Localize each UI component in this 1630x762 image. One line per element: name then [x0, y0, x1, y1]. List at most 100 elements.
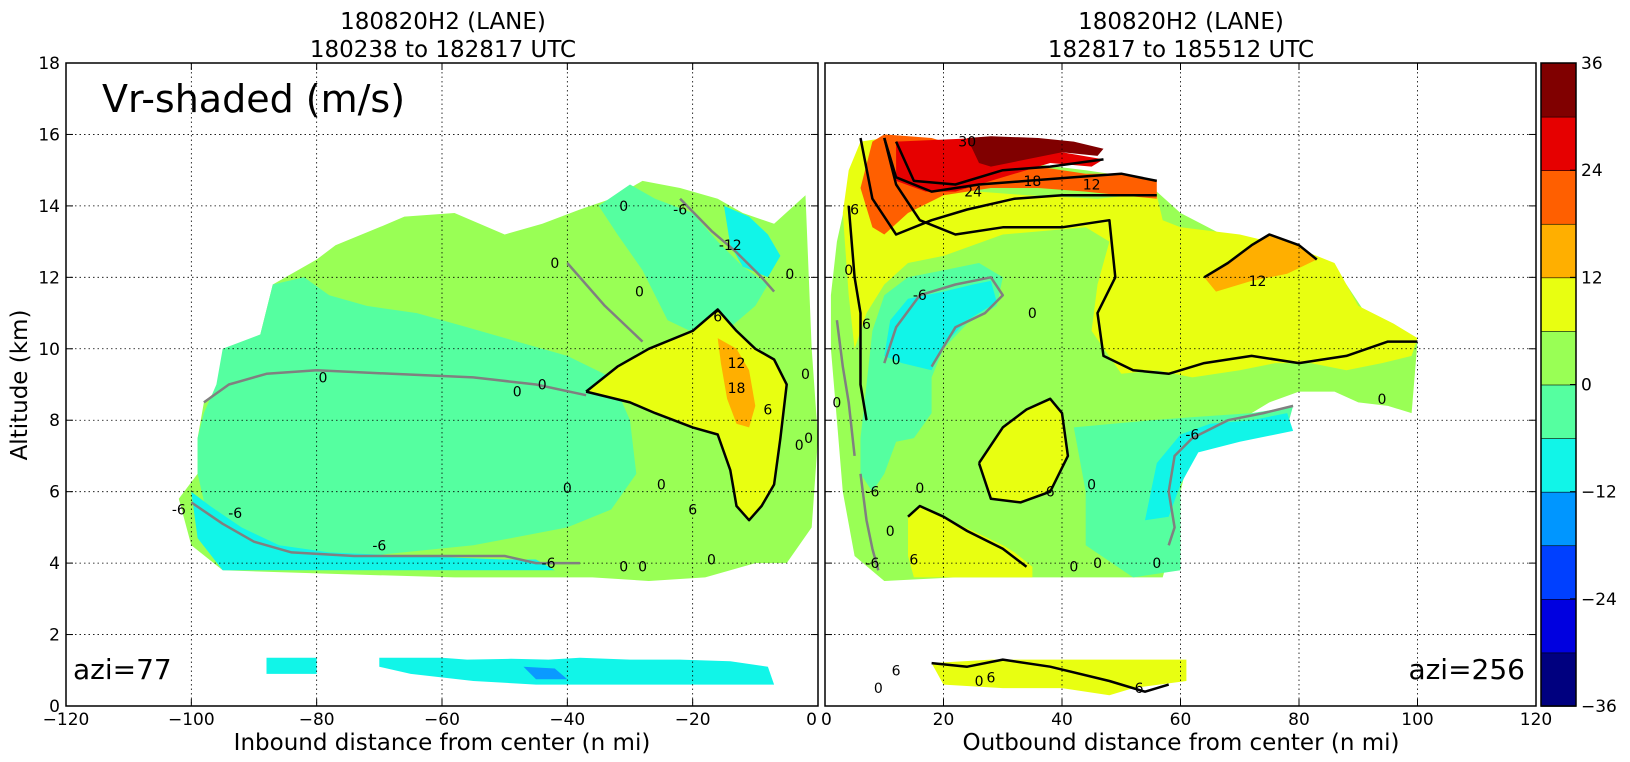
right-contours: [835, 137, 1418, 693]
right-contour-zero-0: [835, 320, 856, 457]
ytick-label-7: 14: [38, 197, 60, 217]
ytick-label-3: 6: [49, 483, 60, 503]
left-contour-label-15: 0: [804, 431, 813, 447]
colorbar-tick-label-6: 36: [1581, 54, 1603, 74]
colorbar-tick-label-1: −24: [1581, 590, 1617, 610]
left-contour-label-4: 0: [635, 285, 644, 301]
left-contour-minus6-0: [190, 501, 580, 565]
left-contour-label-10: 12: [728, 356, 746, 372]
ytick-label-1: 2: [49, 626, 60, 646]
right-xtick-label-1: 20: [933, 710, 955, 730]
ytick-label-8: 16: [38, 125, 60, 145]
right-title-line2: 182817 to 185512 UTC: [1048, 37, 1314, 63]
right-contour-label-28: 6: [1135, 681, 1144, 697]
left-contour-label-14: 0: [795, 438, 804, 454]
left-xtick-label-2: −80: [299, 710, 335, 730]
right-xtick-label-2: 40: [1051, 710, 1073, 730]
colorbar-segment-9: [1540, 169, 1577, 225]
right-region-9: [1204, 234, 1317, 292]
right-region-7: [908, 506, 1033, 578]
right-region-4: [1145, 413, 1294, 521]
left-xtick-label-3: −60: [424, 710, 460, 730]
ytick-label-5: 10: [38, 340, 60, 360]
colorbar-segment-1: [1540, 598, 1577, 654]
right-contour-label-5: 0: [892, 352, 901, 368]
colorbar-segment-3: [1540, 491, 1577, 547]
left-xtick-label-0: −120: [43, 710, 90, 730]
left-contour-label-19: -6: [172, 503, 186, 519]
right-contour-label-16: -6: [865, 485, 879, 501]
left-contour-label-23: 0: [619, 560, 628, 576]
right-grid: [825, 63, 1536, 706]
panel-label: Vr-shaded (m/s): [102, 77, 405, 121]
ytick-label-0: 0: [49, 697, 60, 717]
left-contour-label-25: 0: [707, 553, 716, 569]
right-contour-label-2: 6: [862, 317, 871, 333]
right-contour-label-25: 0: [874, 681, 883, 697]
colorbar: −36 −24 −12 0 12 24 36: [1540, 54, 1617, 717]
colorbar-ticks: −36 −24 −12 0 12 24 36: [1570, 54, 1617, 717]
colorbar-tick-label-5: 24: [1581, 161, 1603, 181]
right-x-axis-label: Outbound distance from center (n mi): [963, 730, 1400, 756]
right-contour-label-26: 0: [975, 674, 984, 690]
ytick-label-6: 12: [38, 268, 60, 288]
right-contour-label-11: 12: [1249, 274, 1267, 290]
right-contour-label-4: -6: [913, 288, 927, 304]
left-xtick-label-5: −20: [675, 710, 711, 730]
right-contour-plus6-0: [847, 205, 868, 421]
right-ticks: 0 20 40 60 80 100 120: [821, 62, 1552, 730]
left-contour-label-24: 0: [638, 560, 647, 576]
left-xtick-label-6: 0: [806, 710, 817, 730]
left-contour-label-3: 0: [550, 256, 559, 272]
left-region-5: [266, 657, 317, 674]
right-xtick-label-5: 100: [1401, 710, 1433, 730]
left-contour-label-2: 0: [538, 378, 547, 394]
right-contour-label-18: 0: [886, 524, 895, 540]
left-contour-minus6-1: [679, 197, 776, 293]
right-contour-plus18-0: [883, 137, 1158, 193]
left-contour-zero-1: [566, 262, 644, 343]
right-contour-label-27: 6: [986, 670, 995, 686]
right-contour-label-20: -6: [865, 556, 879, 572]
right-contour-label-24: 6: [892, 663, 901, 679]
left-region-2: [598, 184, 768, 339]
right-region-8: [931, 659, 1187, 696]
colorbar-segment-0: [1540, 652, 1577, 707]
right-contour-plus6-2: [977, 397, 1070, 504]
right-contour-label-10: 12: [1083, 177, 1101, 193]
left-contour-label-8: 0: [785, 267, 794, 283]
colorbar-segments: [1540, 62, 1577, 707]
left-contour-label-5: 0: [619, 199, 628, 215]
right-contour-label-22: 0: [1093, 556, 1102, 572]
left-contours: [190, 197, 788, 565]
left-title-line2: 180238 to 182817 UTC: [310, 37, 576, 63]
right-xtick-label-4: 80: [1288, 710, 1310, 730]
colorbar-segment-11: [1540, 62, 1577, 118]
right-contour-minus6-0: [859, 473, 880, 571]
right-contour-plus24-0: [894, 141, 1104, 186]
right-xtick-label-0: 0: [821, 710, 832, 730]
right-contour-label-0: 6: [850, 202, 859, 218]
right-contour-label-12: 0: [1377, 392, 1386, 408]
right-contour-zero-1: [883, 276, 1005, 368]
left-contour-label-13: 0: [801, 367, 810, 383]
colorbar-segment-6: [1540, 330, 1577, 386]
left-contour-label-22: -6: [542, 556, 556, 572]
colorbar-tick-label-2: −12: [1581, 483, 1617, 503]
right-region-6: [979, 398, 1068, 503]
colorbar-tick-label-0: −36: [1581, 697, 1617, 717]
colorbar-tick-label-3: 0: [1581, 376, 1592, 396]
right-shaded-regions: [830, 134, 1418, 696]
right-contour-label-17: 0: [915, 481, 924, 497]
left-region-6: [379, 657, 775, 685]
y-axis-label: Altitude (km): [7, 310, 33, 461]
right-contour-label-14: 6: [1046, 485, 1055, 501]
colorbar-segment-2: [1540, 544, 1577, 600]
colorbar-tick-label-4: 12: [1581, 268, 1603, 288]
